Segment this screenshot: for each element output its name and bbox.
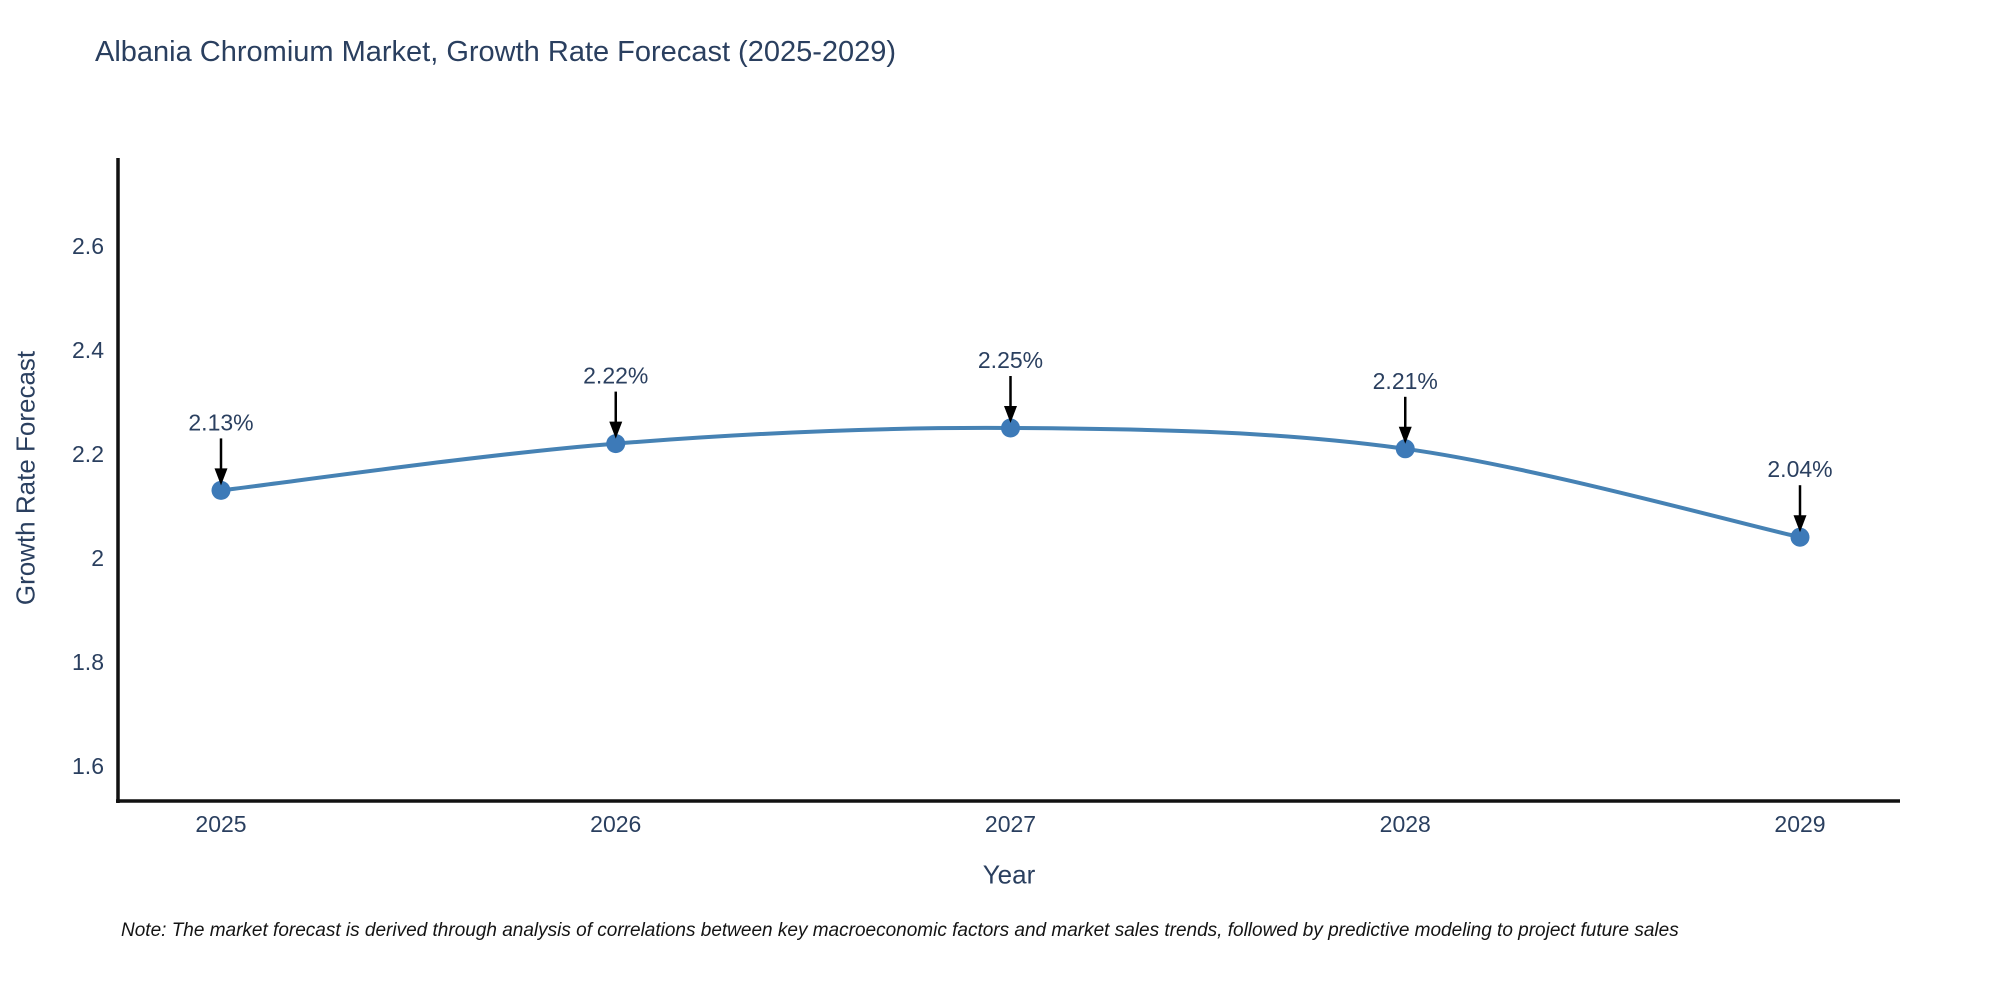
y-tick-label: 2.4: [72, 337, 104, 363]
x-tick-label: 2029: [1774, 811, 1825, 837]
y-tick-label: 2.2: [72, 441, 104, 467]
data-point-2025[interactable]: [211, 480, 231, 500]
y-tick-label: 1.6: [72, 753, 104, 779]
y-tick-label: 2.6: [72, 233, 104, 259]
chart-title: Albania Chromium Market, Growth Rate For…: [95, 36, 897, 68]
annotation-arrowhead-2029: [1793, 515, 1807, 533]
data-point-2027[interactable]: [1001, 418, 1020, 438]
x-tick-label: 2027: [985, 811, 1036, 837]
annotation-label-2025: 2.13%: [188, 409, 253, 435]
x-axis-title: Year: [982, 859, 1036, 890]
annotation-arrowhead-2026: [609, 421, 623, 439]
annotation-arrowhead-2028: [1398, 426, 1412, 444]
annotation-arrowhead-2027: [1004, 406, 1017, 423]
annotation-label-2026: 2.22%: [583, 363, 648, 389]
annotation-arrowhead-2025: [214, 468, 228, 486]
forecast-line: [219, 425, 1802, 540]
x-tick-label: 2028: [1380, 811, 1431, 837]
y-tick-label: 2: [91, 545, 104, 571]
data-point-2029[interactable]: [1790, 527, 1810, 547]
data-point-2028[interactable]: [1395, 439, 1415, 459]
footnote: Note: The market forecast is derived thr…: [121, 920, 1679, 941]
y-tick-label: 1.8: [72, 649, 104, 675]
x-tick-label: 2025: [195, 811, 246, 837]
annotation-label-2028: 2.21%: [1373, 368, 1438, 394]
data-point-2026[interactable]: [606, 434, 626, 454]
annotation-label-2027: 2.25%: [978, 347, 1043, 373]
annotation-label-2029: 2.04%: [1767, 456, 1832, 482]
x-tick-label: 2026: [590, 811, 641, 837]
